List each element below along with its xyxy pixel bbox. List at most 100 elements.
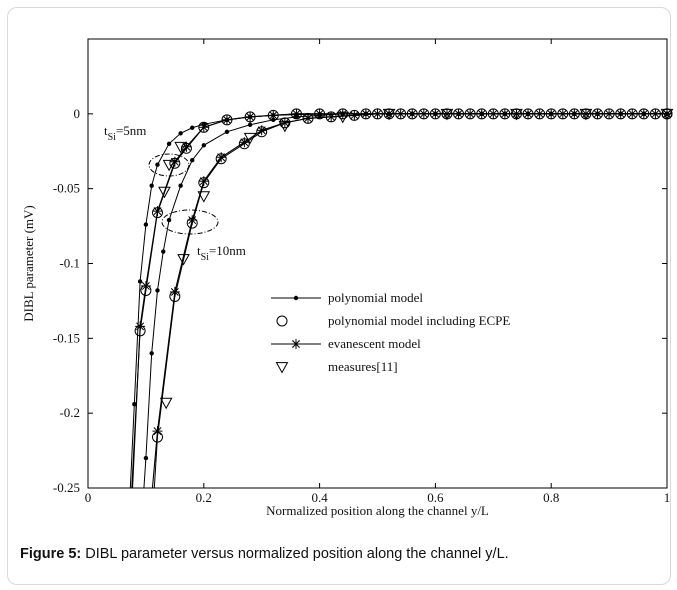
asterisk-stroke (199, 177, 208, 186)
series-point (197, 191, 211, 203)
series-point (140, 280, 151, 291)
y-axis-label: DIBL parameter (mV) (21, 205, 36, 321)
asterisk-stroke (663, 109, 671, 118)
series-point (243, 132, 257, 145)
series-point (169, 286, 180, 297)
asterisk-stroke (581, 109, 590, 118)
asterisk-stroke (419, 109, 428, 118)
series-point (303, 113, 314, 124)
series-point (149, 351, 154, 356)
series-layer (129, 108, 674, 489)
series-point (166, 141, 172, 146)
asterisk-stroke (651, 109, 660, 118)
series-point (162, 159, 176, 172)
group-ellipse-10nm (161, 209, 219, 235)
series-point (382, 108, 396, 121)
series-point (155, 162, 160, 167)
asterisk-stroke (535, 109, 544, 118)
series-triangle-all (158, 108, 674, 410)
series-point (135, 321, 146, 332)
asterisk-stroke (199, 123, 208, 132)
series-point (247, 122, 253, 127)
x-tick-label: 1 (664, 490, 671, 505)
asterisk-stroke (141, 281, 150, 290)
series-point (510, 108, 523, 121)
legend-item: polynomial model including ECPE (276, 313, 510, 328)
series-point (557, 108, 568, 119)
series-point (143, 222, 149, 227)
series-point (650, 108, 661, 119)
series-point (579, 108, 593, 121)
series-point (161, 249, 166, 254)
axes: 0 0.2 0.4 0.6 0.8 1 0 -0.05 -0.1 -0.15 -0.2 -0.25 No… (21, 38, 671, 518)
series-point (143, 455, 149, 461)
series-point (152, 206, 163, 217)
figure-caption: Figure 5: DIBL parameter versus normaliz… (20, 546, 665, 562)
series-point (363, 111, 369, 117)
asterisk-stroke (443, 109, 451, 118)
x-tick-label: 0.8 (543, 490, 559, 505)
series-point (198, 122, 209, 133)
series-point (372, 108, 383, 119)
asterisk-stroke (269, 111, 278, 120)
asterisk-stroke (350, 111, 359, 120)
asterisk-stroke (153, 427, 162, 436)
asterisk-stroke (304, 114, 312, 123)
asterisk-stroke (327, 112, 336, 121)
series-point (660, 108, 674, 121)
asterisk-stroke (628, 109, 637, 118)
legend-item: polynomial model (271, 290, 423, 305)
series-point (216, 152, 227, 163)
asterisk-stroke (292, 109, 301, 118)
dibl-chart: 0 0.2 0.4 0.6 0.8 1 0 -0.05 -0.1 -0.15 -0.2 -0.25 No… (21, 38, 674, 518)
series-point (245, 111, 256, 122)
series-point (534, 108, 545, 119)
series-point (627, 108, 638, 119)
asterisk-stroke (188, 216, 197, 225)
series-point (201, 143, 206, 148)
y-tick-label: -0.25 (53, 480, 80, 495)
asterisk-stroke (280, 118, 289, 127)
asterisk-stroke (605, 109, 614, 118)
series-point (278, 120, 292, 133)
legend-marker (276, 315, 288, 327)
annotation-layer: tSi=5nm tSi=10nm (104, 123, 246, 263)
series-point (152, 426, 163, 437)
series-point (169, 156, 180, 167)
series-point (662, 108, 672, 119)
y-tick-label: -0.1 (59, 256, 80, 271)
asterisk-stroke (223, 115, 231, 124)
series-point (177, 254, 190, 266)
series-point (166, 217, 172, 223)
series-point (159, 397, 173, 410)
group-ellipse-5nm (148, 153, 190, 177)
legend-label: polynomial model (328, 290, 423, 305)
series-asterisk-tSi=10nm (151, 108, 672, 489)
asterisk-stroke (240, 138, 249, 147)
legend-marker (275, 362, 289, 374)
asterisk-stroke (512, 109, 521, 118)
legend-label: polynomial model including ECPE (328, 313, 510, 328)
asterisk-stroke (246, 112, 255, 121)
series-point (465, 108, 476, 119)
series-point (271, 117, 276, 123)
series-point (326, 111, 337, 122)
series-point (174, 141, 187, 154)
series-point (440, 108, 454, 121)
series-point (181, 141, 192, 152)
series-point (336, 111, 350, 124)
series-point (158, 186, 171, 199)
caption-text: DIBL parameter versus normalized positio… (81, 546, 509, 562)
asterisk-stroke (489, 109, 498, 118)
series-point (187, 215, 198, 226)
asterisk-stroke (153, 207, 162, 216)
series-point (604, 108, 615, 119)
legend-label: measures[11] (328, 359, 398, 374)
series-point (279, 117, 290, 128)
asterisk-stroke (170, 287, 179, 296)
series-point (155, 288, 160, 293)
asterisk-stroke (217, 153, 226, 162)
x-tick-label: 0.4 (311, 490, 328, 505)
legend-item: evanescent model (271, 336, 421, 351)
asterisk-stroke (257, 126, 266, 135)
